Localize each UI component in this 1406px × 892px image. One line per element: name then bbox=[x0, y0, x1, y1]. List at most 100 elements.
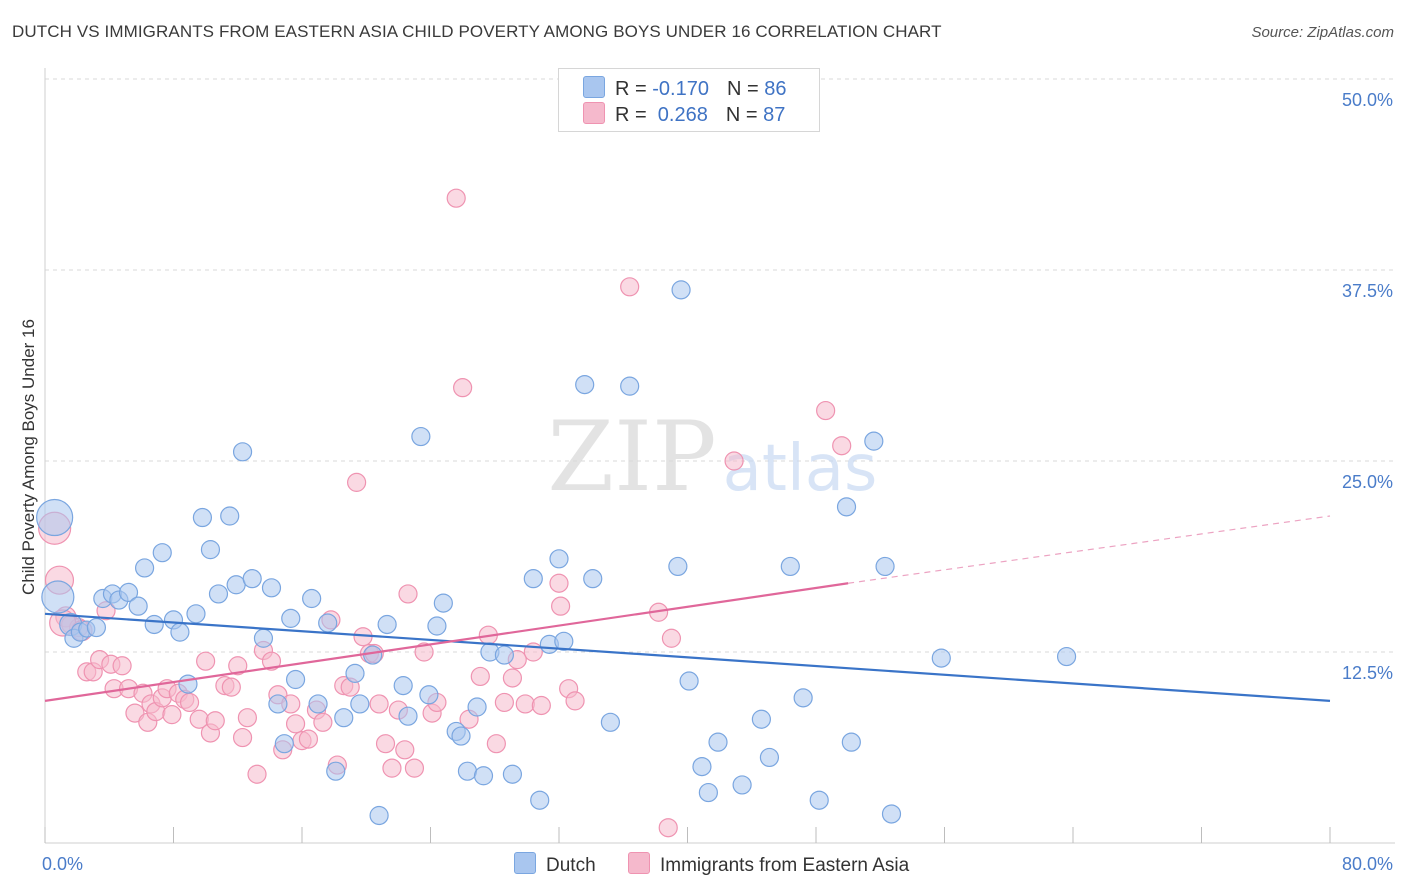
y-tick-label-3: 50.0% bbox=[1342, 90, 1393, 110]
dutch-point-35 bbox=[326, 761, 346, 781]
dutch-point-44 bbox=[411, 426, 431, 447]
dutch-point-80 bbox=[875, 556, 895, 577]
dutch-point-66 bbox=[671, 280, 691, 300]
dutch-point-72 bbox=[751, 709, 771, 729]
dutch-point-14 bbox=[152, 543, 172, 563]
dutch-point-60 bbox=[554, 631, 574, 651]
asia-point-39 bbox=[285, 714, 306, 734]
dutch-point-42 bbox=[393, 676, 413, 696]
dutch-point-54 bbox=[494, 645, 514, 665]
dutch-point-32 bbox=[302, 588, 322, 609]
tick-labels: 12.5% 25.0% 37.5% 50.0% 0.0% 80.0% bbox=[42, 90, 1393, 874]
trend-lines bbox=[44, 515, 1331, 702]
dutch-point-50 bbox=[457, 761, 478, 781]
asia-point-67 bbox=[486, 734, 506, 754]
dutch-point-34 bbox=[318, 613, 338, 633]
watermark: ZIP atlas bbox=[547, 401, 877, 513]
dutch-point-43 bbox=[398, 706, 418, 726]
asia-point-27 bbox=[205, 711, 225, 731]
bottom-asia-label: Immigrants from Eastern Asia bbox=[660, 855, 910, 876]
asia-trend-extension bbox=[848, 515, 1331, 584]
x-tick-label-0: 0.0% bbox=[42, 854, 83, 874]
asia-point-59 bbox=[414, 642, 434, 662]
dutch-point-25 bbox=[242, 569, 262, 589]
asia-point-54 bbox=[382, 758, 402, 778]
asia-point-31 bbox=[232, 727, 253, 748]
dutch-point-38 bbox=[350, 694, 370, 714]
bottom-legend-dutch: Dutch bbox=[514, 852, 596, 877]
asia-point-52 bbox=[369, 694, 389, 714]
watermark-atlas: atlas bbox=[723, 432, 878, 506]
dutch-point-61 bbox=[575, 375, 595, 395]
asia-point-43 bbox=[313, 712, 333, 732]
asia-point-71 bbox=[515, 694, 535, 714]
dutch-point-6 bbox=[86, 617, 107, 638]
dutch-point-18 bbox=[186, 604, 206, 624]
grid-lines bbox=[45, 78, 1395, 653]
asia-point-11 bbox=[112, 656, 132, 676]
dutch-point-17 bbox=[178, 674, 198, 694]
bottom-dutch-swatch bbox=[514, 852, 536, 874]
dutch-point-68 bbox=[692, 756, 712, 777]
dutch-point-33 bbox=[308, 694, 328, 714]
dutch-point-52 bbox=[473, 766, 494, 786]
dutch-point-47 bbox=[433, 593, 453, 613]
source-label: Source: ZipAtlas.com bbox=[1251, 24, 1394, 41]
asia-point-73 bbox=[531, 695, 551, 716]
dutch-point-27 bbox=[261, 578, 282, 598]
dutch-point-21 bbox=[208, 584, 229, 604]
x-tick-label-1: 80.0% bbox=[1342, 854, 1393, 874]
dutch-point-64 bbox=[620, 376, 640, 396]
dutch-point-20 bbox=[200, 540, 221, 560]
dutch-point-79 bbox=[864, 431, 884, 451]
asia-point-48 bbox=[347, 472, 367, 492]
dutch-point-51 bbox=[467, 697, 487, 717]
asia-point-29 bbox=[221, 677, 241, 697]
asia-point-84 bbox=[832, 436, 852, 456]
dutch-point-57 bbox=[530, 790, 550, 810]
dutch-point-41 bbox=[377, 614, 397, 635]
asia-trend-line bbox=[44, 582, 849, 702]
dutch-point-40 bbox=[369, 805, 389, 826]
asia-point-82 bbox=[724, 451, 744, 471]
dutch-point-26 bbox=[253, 628, 274, 648]
dutch-point-70 bbox=[708, 732, 728, 752]
bottom-asia-swatch bbox=[628, 852, 650, 874]
dutch-point-1 bbox=[41, 580, 75, 614]
dutch-point-81 bbox=[881, 804, 902, 824]
asia-point-75 bbox=[551, 596, 571, 616]
dutch-point-16 bbox=[170, 622, 190, 642]
asia-point-78 bbox=[620, 277, 640, 297]
asia-point-25 bbox=[196, 651, 216, 671]
series-dutch bbox=[36, 280, 1077, 826]
dutch-point-36 bbox=[334, 708, 354, 728]
dutch-point-28 bbox=[268, 694, 288, 714]
axes bbox=[44, 68, 1395, 844]
dutch-point-31 bbox=[285, 669, 306, 690]
legend-row-dutch: R = -0.170 N = 86 bbox=[583, 76, 786, 102]
asia-point-65 bbox=[470, 666, 490, 687]
asia-point-83 bbox=[816, 400, 836, 421]
dutch-swatch bbox=[583, 76, 605, 98]
dutch-point-76 bbox=[809, 790, 829, 810]
correlation-legend: R = -0.170 N = 86 R = 0.268 N = 87 bbox=[558, 68, 820, 132]
dutch-point-45 bbox=[419, 685, 439, 705]
y-axis-title: Child Poverty Among Boys Under 16 bbox=[19, 319, 38, 595]
dutch-point-82 bbox=[931, 648, 951, 668]
asia-point-56 bbox=[395, 740, 415, 760]
asia-point-35 bbox=[261, 651, 282, 671]
dutch-point-63 bbox=[600, 712, 621, 732]
dutch-point-49 bbox=[451, 726, 471, 746]
dutch-point-13 bbox=[144, 614, 164, 635]
dutch-point-11 bbox=[128, 596, 148, 616]
bottom-legend-asia: Immigrants from Eastern Asia bbox=[628, 852, 909, 877]
asia-point-57 bbox=[398, 584, 418, 604]
dutch-point-62 bbox=[583, 569, 603, 589]
dutch-trend-line bbox=[44, 612, 1331, 702]
dutch-point-24 bbox=[232, 442, 253, 462]
asia-point-74 bbox=[549, 573, 569, 593]
bottom-dutch-label: Dutch bbox=[546, 855, 596, 876]
dutch-point-83 bbox=[1056, 646, 1077, 667]
dutch-point-22 bbox=[220, 506, 240, 526]
